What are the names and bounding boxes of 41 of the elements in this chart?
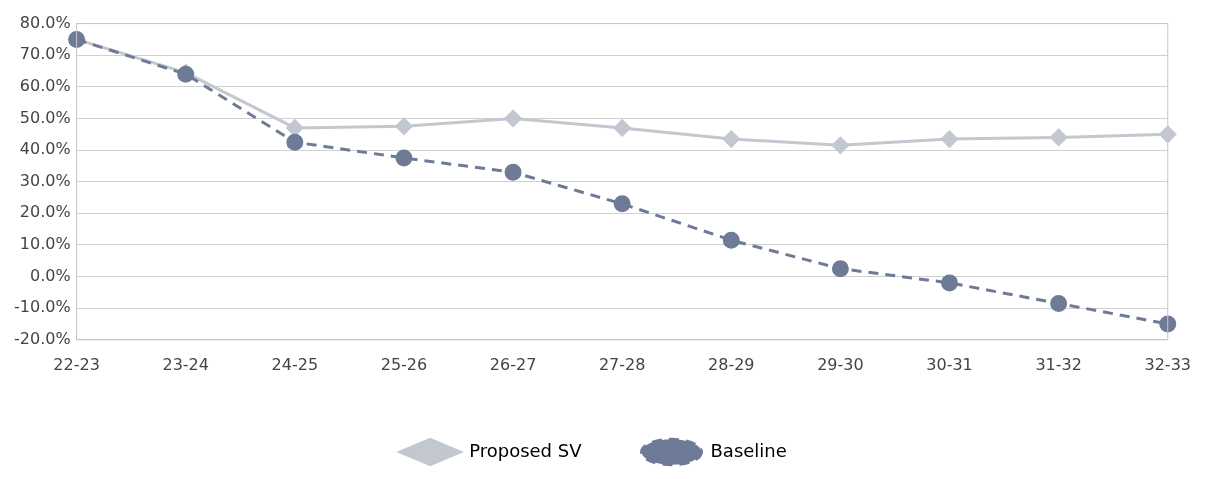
y-tick-label: -10.0% (13, 297, 71, 317)
y-tick-label: 60.0% (19, 76, 71, 95)
x-tick-label: 32-33 (1144, 354, 1191, 374)
y-tick-label: 70.0% (19, 44, 71, 64)
y-tick-label: 0.0% (29, 265, 71, 285)
point (941, 274, 959, 292)
point (395, 149, 413, 167)
point (831, 136, 849, 154)
x-tick-label: 26-27 (489, 354, 537, 374)
point (613, 119, 631, 137)
point (504, 109, 522, 127)
y-tick-label: 80.0% (19, 12, 71, 32)
x-tick-label: 28-29 (708, 354, 755, 374)
point (613, 195, 631, 213)
point (504, 163, 522, 181)
x-tick-label: 30-31 (926, 354, 973, 374)
point (722, 130, 740, 148)
point (395, 117, 413, 135)
point (722, 231, 740, 249)
point (1050, 128, 1068, 146)
x-tick-label: 27-28 (598, 354, 646, 374)
y-tick-label: 30.0% (19, 170, 71, 190)
x-tick-label: 29-30 (817, 354, 864, 374)
point (1159, 315, 1177, 333)
y-tick-label: 20.0% (19, 202, 71, 222)
y-tick-label: 50.0% (19, 107, 71, 127)
legend-label: Proposed SV (469, 439, 583, 461)
x-tick-label: 31-32 (1035, 354, 1082, 374)
point (1159, 125, 1177, 143)
point (941, 130, 959, 148)
y-tick-label: -20.0% (13, 328, 71, 348)
point (831, 260, 849, 278)
legend-label: Baseline (710, 439, 787, 461)
x-tick-label: 23-24 (162, 354, 209, 374)
y-tick-label: 40.0% (19, 139, 71, 159)
x-tick-label: 25-26 (380, 354, 428, 374)
point (286, 133, 304, 151)
x-tick-label: 24-25 (271, 354, 319, 374)
point (1050, 294, 1068, 312)
y-tick-label: 10.0% (19, 234, 71, 254)
x-tick-label: 22-23 (53, 354, 100, 374)
